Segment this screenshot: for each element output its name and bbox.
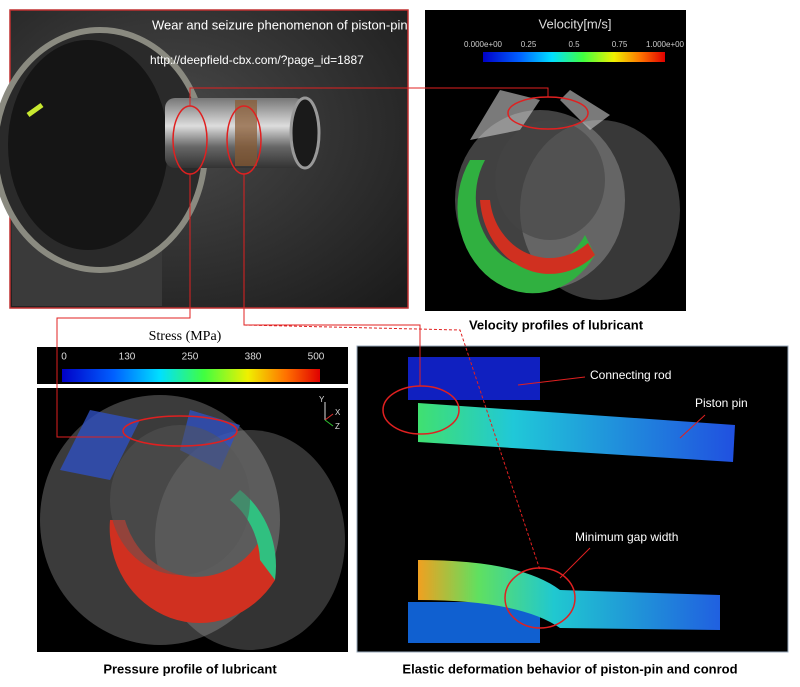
tick-group: 0 130 250 380 500 <box>61 352 325 363</box>
photo-url: http://deepfield-cbx.com/?page_id=1887 <box>150 53 364 67</box>
colorbar <box>62 369 320 382</box>
bore <box>495 120 605 240</box>
colorbar-title: Velocity[m/s] <box>539 16 612 31</box>
caption: Pressure profile of lubricant <box>103 661 277 676</box>
label: Minimum gap width <box>575 530 678 544</box>
flow <box>457 160 595 294</box>
connector <box>189 87 549 106</box>
axis <box>324 413 334 421</box>
pressure-panel: Stress (MPa) 0 130 250 380 500 Y X Z Pressur… <box>37 329 348 676</box>
highlight <box>504 567 576 629</box>
conrod <box>470 90 610 140</box>
wear-band <box>235 100 257 166</box>
pressure <box>230 490 276 580</box>
mark <box>26 102 44 118</box>
connector <box>243 324 541 571</box>
colorbar-tick-label: 380 <box>245 352 262 363</box>
flow <box>480 200 595 274</box>
velocity-panel: Velocity[m/s] 0.000e+00 0.25 0.5 0.75 1.000e… <box>425 10 686 332</box>
photo-caption: Wear and seizure phenomenon of piston-pi… <box>152 17 408 32</box>
pin <box>418 560 720 630</box>
colorbar-tick-label: 1.000e+00 <box>646 40 685 49</box>
highlight <box>122 415 238 447</box>
axis-label: X <box>335 408 341 417</box>
colorbar-tick-label: 250 <box>182 352 199 363</box>
deformation-panel: Connecting rod Piston pin Minimum gap wi… <box>356 345 789 676</box>
axis-label: Y <box>319 395 325 404</box>
colorbar-title: Stress (MPa) <box>149 329 222 344</box>
label: Connecting rod <box>590 368 671 382</box>
caption: Velocity profiles of lubricant <box>469 317 644 332</box>
pointer <box>559 547 591 579</box>
colorbar <box>483 52 665 62</box>
pointer <box>517 376 586 386</box>
bore <box>110 425 250 575</box>
pressure <box>109 520 275 623</box>
caption: Elastic deformation behavior of piston-p… <box>402 661 737 676</box>
pin <box>418 403 735 462</box>
conrod <box>408 357 540 400</box>
colorbar-tick-label: 0.5 <box>568 40 580 49</box>
pin-end <box>289 96 321 170</box>
photo-panel: Wear and seizure phenomenon of piston-pi… <box>0 9 409 309</box>
colorbar-tick-label: 0.000e+00 <box>464 40 503 49</box>
colorbar-tick-label: 0 <box>61 352 67 363</box>
tick-group: 0.000e+00 0.25 0.5 0.75 1.000e+00 <box>464 40 685 49</box>
connectors <box>56 87 549 571</box>
colorbar-tick-label: 130 <box>119 352 136 363</box>
connector <box>56 174 191 438</box>
label: Piston pin <box>695 396 748 410</box>
connector <box>243 174 421 386</box>
piston-top <box>8 40 168 250</box>
colorbar-tick-label: 500 <box>308 352 325 363</box>
colorbar-tick-label: 0.25 <box>521 40 537 49</box>
highlight <box>382 385 460 435</box>
colorbar-tick-label: 0.75 <box>612 40 628 49</box>
pointer <box>679 414 706 439</box>
axis-label: Z <box>335 422 340 431</box>
axis <box>324 419 334 427</box>
